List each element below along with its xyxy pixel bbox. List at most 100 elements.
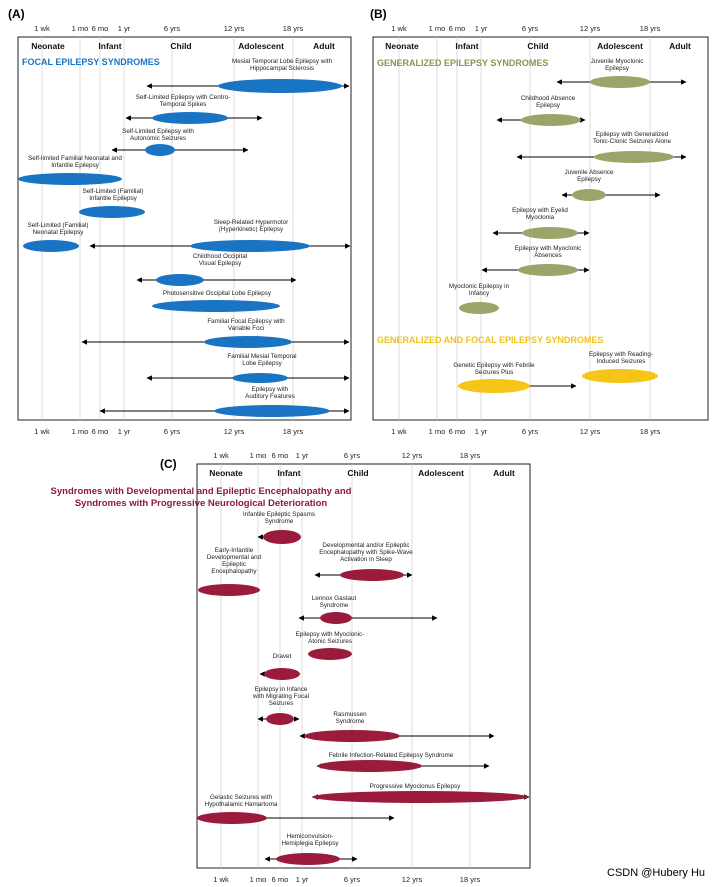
panel-frame — [17, 36, 352, 421]
panel-frame — [196, 463, 531, 869]
section-title-2: GENERALIZED AND FOCAL EPILEPSY SYNDROMES — [377, 335, 603, 345]
syndrome-label: Progressive Myoclonus Epilepsy — [370, 783, 461, 790]
stage-label: Adolescent — [238, 41, 284, 51]
onset-ellipse — [23, 240, 79, 252]
onset-ellipse — [312, 791, 528, 803]
syndrome-label: Juvenile Myoclonic — [591, 58, 644, 65]
panel-label: (C) — [160, 457, 177, 471]
age-tick-top: 1 wk — [391, 24, 407, 33]
syndrome-label: Neonatal Epilepsy — [33, 229, 85, 236]
syndrome-label: Sleep-Related Hypermotor — [214, 219, 289, 226]
syndrome-label: Epilepsy in Infance — [255, 686, 308, 693]
age-tick-top: 18 yrs — [640, 24, 661, 33]
syndrome-label: Auditory Features — [245, 393, 295, 400]
onset-ellipse — [340, 569, 404, 581]
onset-ellipse — [276, 853, 340, 865]
syndrome-label: Febrile Infection-Related Epilepsy Syndr… — [329, 752, 454, 759]
age-tick-top: 6 yrs — [522, 24, 539, 33]
syndrome-label: Lobe Epilepsy — [242, 360, 282, 367]
syndrome-bar: Sleep-Related Hypermotor(Hyperkinetic) E… — [89, 219, 351, 252]
syndrome-label: Epilepsy — [577, 176, 602, 183]
syndrome-bar: Photosensitive Occipital Lobe Epilepsy — [152, 290, 280, 312]
panel-c: (C) 1 wk 1 wk 1 mo 1 mo 6 mo 6 mo 1 yr 1 yr 6 yrs… — [51, 451, 531, 884]
onset-ellipse — [197, 812, 267, 824]
syndrome-bar: Hemiconvulsion-Hemiplegia Epilepsy — [264, 833, 358, 865]
age-tick-top: 12 yrs — [402, 451, 423, 460]
age-tick-top: 6 yrs — [164, 24, 181, 33]
onset-ellipse — [590, 76, 650, 88]
syndrome-label: Developmental and/or Epileptic — [322, 542, 409, 549]
syndrome-label: Myoclonia — [526, 214, 555, 221]
onset-ellipse — [79, 206, 145, 218]
onset-ellipse — [308, 648, 352, 660]
onset-ellipse — [152, 112, 228, 124]
syndrome-label: Syndrome — [320, 602, 349, 609]
age-tick-top: 1 mo — [250, 451, 267, 460]
syndrome-label: Infantile Epilepsy — [51, 162, 99, 169]
age-tick-bottom: 6 mo — [92, 427, 109, 436]
syndrome-label: Autonomic Seizures — [130, 135, 186, 142]
stage-label: Infant — [455, 41, 478, 51]
age-tick-bottom: 1 mo — [250, 875, 267, 884]
syndrome-label: Epileptic — [222, 561, 246, 568]
onset-ellipse — [218, 79, 342, 93]
syndrome-bar: Epilepsy with Reading-Induced Seizures — [582, 351, 658, 383]
onset-ellipse — [521, 114, 581, 126]
onset-ellipse — [18, 173, 122, 185]
syndrome-label: Encephalopathy — [211, 568, 257, 575]
syndrome-label: Variable Foci — [228, 325, 264, 332]
syndrome-label: Infantile Epilepsy — [89, 195, 137, 202]
onset-ellipse — [263, 530, 301, 544]
panel-frame — [372, 36, 709, 421]
onset-ellipse — [459, 302, 499, 314]
section-title: Syndromes with Progressive Neurological … — [75, 498, 328, 509]
age-tick-bottom: 1 mo — [72, 427, 89, 436]
stage-label: Infant — [277, 468, 300, 478]
watermark: CSDN @Hubery Hu — [607, 867, 705, 879]
syndrome-bar: Self-limited Familial Neonatal andInfant… — [18, 155, 122, 185]
age-tick-top: 18 yrs — [460, 451, 481, 460]
onset-ellipse — [572, 189, 606, 201]
age-tick-bottom: 1 wk — [213, 875, 229, 884]
panel-label: (B) — [370, 7, 387, 21]
syndrome-label: Self-Limited (Familial) — [83, 188, 144, 195]
syndrome-bar: Self-Limited (Familial)Infantile Epileps… — [79, 188, 145, 218]
age-tick-top: 1 wk — [213, 451, 229, 460]
syndrome-bar: Progressive Myoclonus Epilepsy — [312, 783, 530, 803]
onset-ellipse — [266, 713, 294, 725]
age-tick-top: 6 mo — [92, 24, 109, 33]
age-tick-top: 6 yrs — [344, 451, 361, 460]
syndrome-bar: Epilepsy with Myoclonic-Atonic Seizures — [296, 631, 364, 660]
syndrome-label: Familial Focal Epilepsy with — [207, 318, 285, 325]
age-tick-bottom: 1 yr — [118, 427, 131, 436]
stage-label: Neonate — [31, 41, 65, 51]
syndrome-label: Myoclonic Epilepsy in — [449, 283, 510, 290]
onset-ellipse — [320, 612, 352, 624]
stage-label: Adult — [313, 41, 335, 51]
syndrome-label: Infancy — [469, 290, 490, 297]
syndrome-label: Activation in Sleep — [340, 556, 392, 563]
stage-label: Adult — [669, 41, 691, 51]
age-tick-bottom: 1 mo — [429, 427, 446, 436]
age-tick-bottom: 12 yrs — [402, 875, 423, 884]
syndrome-label: Self-Limited (Familial) — [28, 222, 89, 229]
syndrome-label: Hippocampal Sclerosis — [250, 65, 314, 72]
age-tick-bottom: 1 yr — [475, 427, 488, 436]
syndrome-label: Self-Limited Epilepsy with Centro- — [136, 94, 231, 101]
onset-ellipse — [264, 668, 300, 680]
stage-label: Child — [170, 41, 191, 51]
stage-label: Neonate — [209, 468, 243, 478]
age-tick-top: 6 mo — [449, 24, 466, 33]
onset-ellipse — [152, 300, 280, 312]
syndrome-label: Juvenile Absence — [564, 169, 614, 176]
